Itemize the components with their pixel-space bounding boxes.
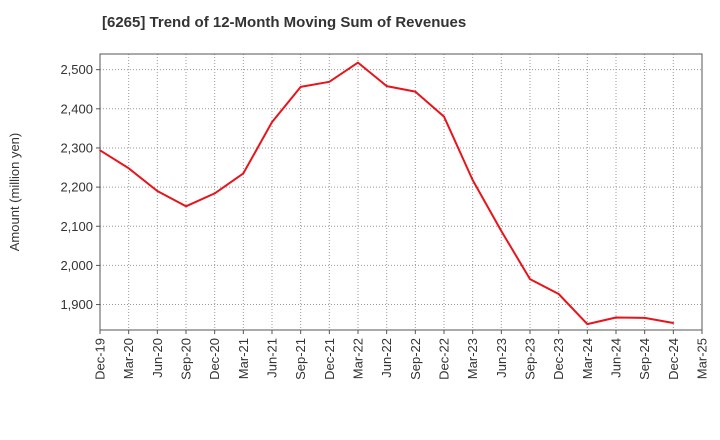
x-tick-label: Jun-22: [379, 338, 394, 378]
data-point: [299, 86, 302, 88]
data-point: [471, 179, 474, 181]
x-tick-label: Jun-24: [609, 338, 624, 378]
series-line: [99, 61, 674, 326]
x-tick-label: Sep-20: [179, 338, 194, 380]
y-axis-ticks: 1,900 2,000 2,100 2,200 2,300 2,400 2,500: [60, 62, 100, 312]
x-tick-label: Mar-24: [580, 338, 595, 379]
x-tick-label: Sep-21: [293, 338, 308, 380]
y-tick-label: 1,900: [60, 297, 93, 312]
data-point: [385, 85, 388, 87]
x-tick-label: Sep-22: [408, 338, 423, 380]
data-point: [500, 230, 503, 232]
y-tick-label: 2,400: [60, 101, 93, 116]
x-tick-label: Dec-20: [207, 338, 222, 380]
data-point: [127, 167, 130, 170]
data-point: [185, 205, 187, 208]
x-tick-label: Dec-23: [551, 338, 566, 380]
x-tick-label: Jun-23: [494, 338, 509, 378]
data-point: [586, 323, 589, 325]
x-tick-label: Mar-20: [121, 338, 136, 379]
data-point: [672, 322, 675, 324]
y-tick-label: 2,300: [60, 140, 93, 155]
x-tick-label: Sep-24: [637, 338, 652, 380]
y-tick-label: 2,000: [60, 258, 93, 273]
data-point: [328, 80, 331, 83]
chart-title: [6265] Trend of 12-Month Moving Sum of R…: [102, 14, 467, 31]
x-tick-label: Dec-21: [322, 338, 337, 380]
data-point: [557, 293, 560, 295]
y-tick-label: 2,100: [60, 219, 93, 234]
plot-area: [99, 53, 703, 331]
x-axis-ticks: Dec-19 Mar-20 Jun-20 Sep-20 Dec-20 Mar-21 Jun-…: [93, 330, 710, 380]
x-tick-label: Sep-23: [523, 338, 538, 380]
x-tick-label: Mar-21: [236, 338, 251, 379]
data-point: [156, 190, 159, 192]
x-tick-label: Dec-22: [437, 338, 452, 380]
y-axis-label: Amount (million yen): [7, 133, 22, 252]
data-point: [443, 115, 445, 118]
data-point: [213, 192, 216, 195]
x-tick-label: Jun-20: [150, 338, 165, 378]
y-tick-label: 2,200: [60, 180, 93, 195]
grid-lines: [100, 54, 702, 330]
data-point: [242, 172, 245, 175]
data-point: [99, 149, 101, 152]
data-point: [643, 317, 646, 319]
data-point: [615, 316, 617, 319]
x-tick-label: Mar-23: [465, 338, 480, 379]
x-tick-label: Jun-21: [265, 338, 280, 378]
x-tick-label: Dec-24: [666, 338, 681, 380]
y-tick-label: 2,500: [60, 62, 93, 77]
x-tick-label: Mar-22: [351, 338, 366, 379]
x-tick-label: Mar-25: [695, 338, 710, 379]
data-point: [357, 61, 359, 64]
series-layer: [99, 61, 675, 326]
data-point: [529, 278, 531, 280]
data-point: [271, 121, 273, 123]
data-point: [414, 90, 417, 93]
x-tick-label: Dec-19: [93, 338, 108, 380]
